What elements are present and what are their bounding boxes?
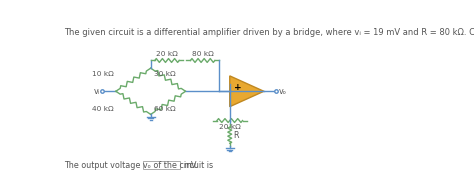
Text: vᵢ: vᵢ [93,87,100,96]
Text: 60 kΩ: 60 kΩ [154,106,175,112]
Text: mV.: mV. [183,161,198,170]
Text: The given circuit is a differential amplifier driven by a bridge, where vᵢ = 19 : The given circuit is a differential ampl… [64,28,474,37]
Polygon shape [230,76,264,107]
FancyBboxPatch shape [143,161,180,169]
Text: 40 kΩ: 40 kΩ [92,106,113,112]
Text: 80 kΩ: 80 kΩ [192,51,213,57]
Text: +: + [234,83,241,92]
Text: R: R [234,131,239,140]
Text: 20 kΩ: 20 kΩ [156,51,178,57]
Text: 20 kΩ: 20 kΩ [219,124,241,130]
Text: 10 kΩ: 10 kΩ [92,71,113,77]
Text: vₒ: vₒ [279,87,287,96]
Text: The output voltage vₒ of the circuit is: The output voltage vₒ of the circuit is [64,161,213,170]
Text: 30 kΩ: 30 kΩ [154,71,175,77]
